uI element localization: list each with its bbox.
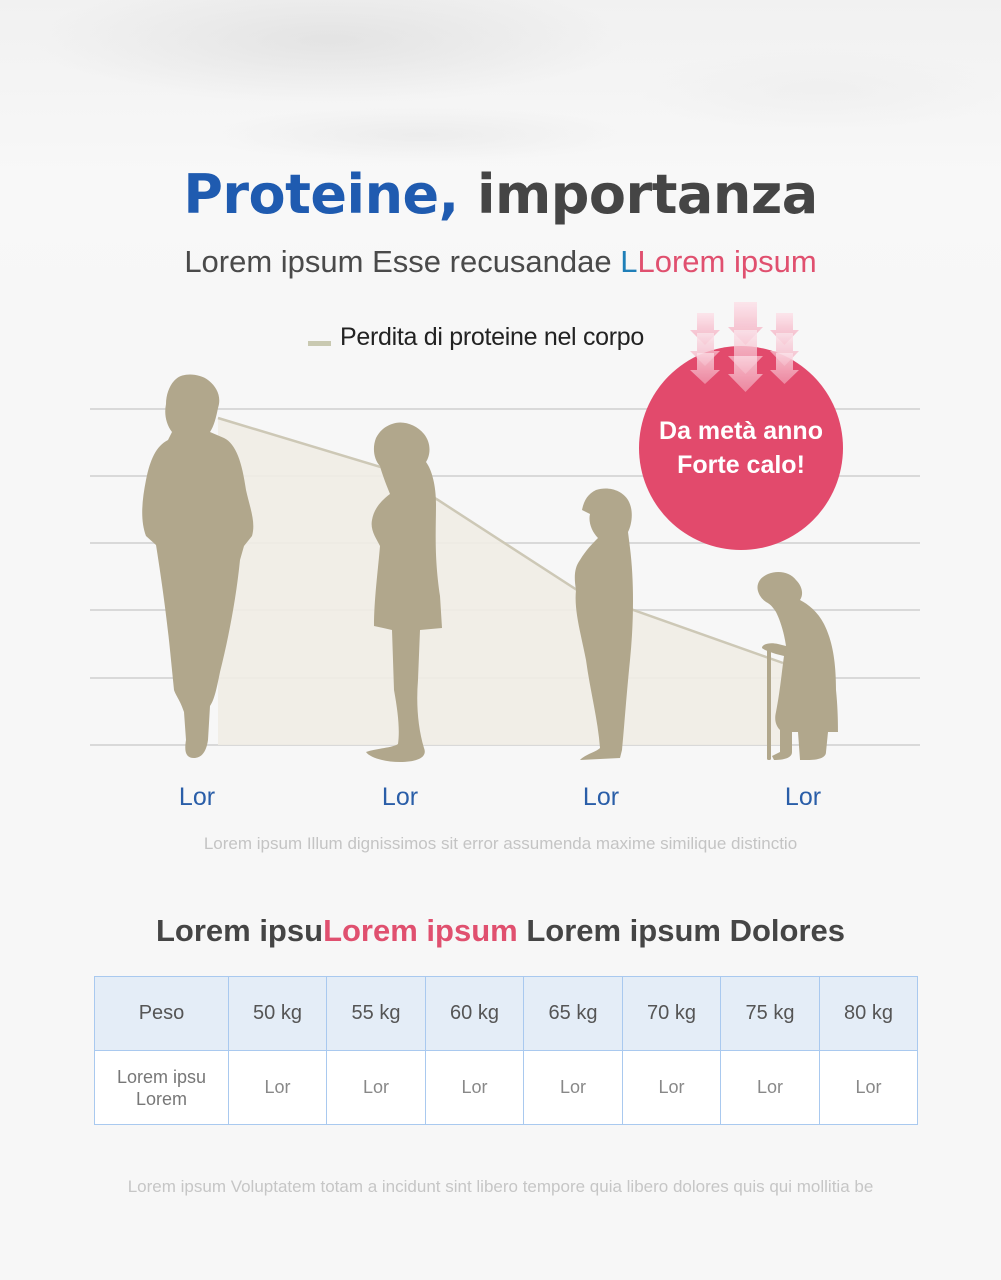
down-arrow-icon bbox=[690, 313, 720, 384]
down-arrows-icon bbox=[690, 302, 799, 392]
silhouette-elderly-woman bbox=[757, 572, 838, 760]
header-cell: 75 kg bbox=[720, 976, 820, 1051]
table-header-row: Peso 50 kg 55 kg 60 kg 65 kg 70 kg 75 kg… bbox=[94, 976, 918, 1051]
protein-line bbox=[217, 416, 784, 665]
title-highlight: Proteine, bbox=[183, 163, 459, 226]
page-subtitle: Lorem ipsum Esse recusandae LLorem ipsum bbox=[0, 244, 1001, 280]
table-cell: Lor bbox=[425, 1050, 524, 1125]
legend-label: Perdita di proteine nel corpo bbox=[340, 322, 644, 351]
table-cell: Lor bbox=[819, 1050, 918, 1125]
silhouette-young-woman bbox=[142, 374, 254, 758]
badge-line2: Forte calo! bbox=[677, 451, 805, 479]
protein-loss-chart bbox=[90, 374, 920, 762]
table-cell: Lor bbox=[326, 1050, 426, 1125]
table-cell: Lor bbox=[523, 1050, 623, 1125]
protein-area bbox=[218, 418, 783, 745]
section-title-part3: Lorem ipsum Dolores bbox=[517, 913, 846, 948]
row-label-cell: Lorem ipsu Lorem bbox=[94, 1050, 229, 1125]
silhouette-middle-aged-woman bbox=[574, 488, 633, 760]
silk-background bbox=[0, 0, 1001, 300]
subtitle-accent-letter: L bbox=[620, 244, 638, 279]
table-cell: Lor bbox=[622, 1050, 721, 1125]
silhouette-adult-woman bbox=[366, 422, 442, 762]
x-axis-label: Lor bbox=[784, 783, 822, 811]
header-cell: 50 kg bbox=[228, 976, 327, 1051]
header-cell-peso: Peso bbox=[94, 976, 229, 1051]
badge-line1: Da metà anno bbox=[659, 417, 823, 445]
section-title-part1: Lorem ipsu bbox=[155, 913, 324, 948]
row-label-line1: Lorem ipsu bbox=[116, 1066, 207, 1087]
table-cell: Lor bbox=[720, 1050, 820, 1125]
table-cell: Lor bbox=[228, 1050, 327, 1125]
chart-caption: Lorem ipsum Illum dignissimos sit error … bbox=[203, 834, 798, 853]
row-label-line2: Lorem bbox=[135, 1088, 188, 1109]
subtitle-text: Lorem ipsum Esse recusandae bbox=[184, 244, 621, 279]
cane bbox=[767, 648, 771, 760]
down-arrow-icon bbox=[770, 313, 799, 384]
x-axis-label: Lor bbox=[381, 783, 419, 811]
table-section-title: Lorem ipsuLorem ipsum Lorem ipsum Dolore… bbox=[0, 913, 1001, 949]
annotation-badge: Da metà anno Forte calo! bbox=[639, 346, 843, 550]
header-cell: 80 kg bbox=[819, 976, 918, 1051]
weight-table: Peso 50 kg 55 kg 60 kg 65 kg 70 kg 75 kg… bbox=[94, 976, 918, 1125]
table-caption: Lorem ipsum Voluptatem totam a incidunt … bbox=[127, 1177, 874, 1196]
header-cell: 70 kg bbox=[622, 976, 721, 1051]
x-axis-label: Lor bbox=[178, 783, 216, 811]
chart-legend: Perdita di proteine nel corpo bbox=[308, 320, 644, 354]
x-axis-label: Lor bbox=[582, 783, 620, 811]
down-arrow-icon bbox=[728, 302, 763, 392]
header-cell: 55 kg bbox=[326, 976, 426, 1051]
section-title-highlight: Lorem ipsum bbox=[323, 913, 518, 948]
subtitle-highlight: Lorem ipsum bbox=[637, 244, 817, 279]
table-row: Lorem ipsu Lorem Lor Lor Lor Lor Lor Lor… bbox=[94, 1050, 918, 1125]
page-title: Proteine, importanza bbox=[0, 163, 1001, 226]
legend-swatch bbox=[308, 340, 331, 346]
header-cell: 65 kg bbox=[523, 976, 623, 1051]
header-cell: 60 kg bbox=[425, 976, 524, 1051]
title-rest: importanza bbox=[458, 163, 818, 226]
